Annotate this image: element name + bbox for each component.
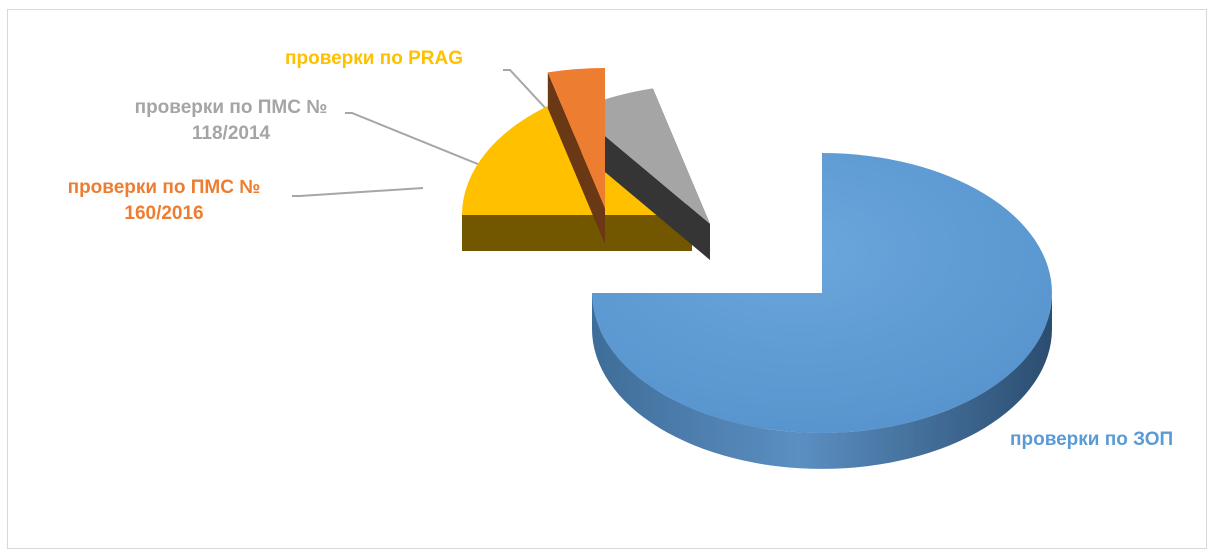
slice-label-pms-160-line2: 160/2016 — [124, 203, 204, 224]
slice-label-pms-118-line1: проверки по ПМС № — [134, 97, 328, 118]
pie-slice-pms-160 — [547, 68, 605, 245]
pie-slice-pms-118 — [574, 88, 710, 261]
slice-label-prag-text: проверки по PRAG — [285, 48, 464, 69]
slice-label-zop-text: проверки по ЗОП — [1010, 429, 1174, 450]
slice-label-prag: проверки по PRAG — [285, 46, 463, 72]
slice-label-pms-160: проверки по ПМС № 160/2016 — [40, 175, 288, 227]
slice-label-pms-160-line1: проверки по ПМС № — [67, 177, 261, 198]
slice-label-pms-118-line2: 118/2014 — [191, 123, 271, 144]
slice-label-pms-118: проверки по ПМС № 118/2014 — [100, 95, 362, 147]
slice-label-zop: проверки по ЗОП — [1010, 427, 1173, 453]
pie-slice-zop — [592, 153, 1052, 469]
